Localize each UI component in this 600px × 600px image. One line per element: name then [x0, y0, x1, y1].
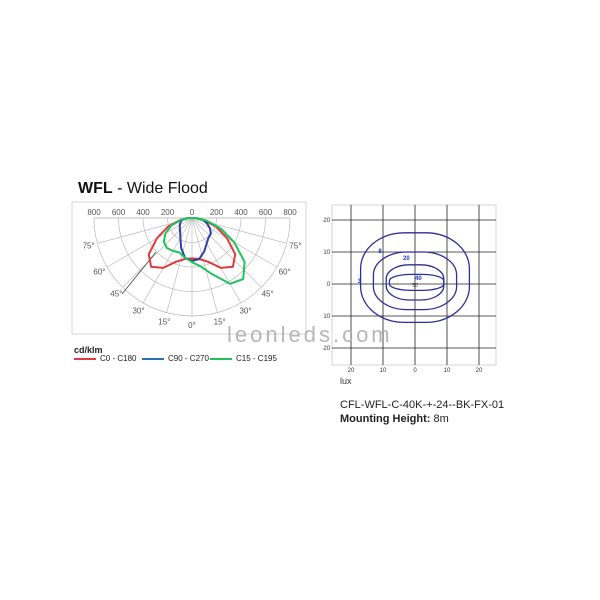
- angle-label: 30°: [239, 307, 251, 316]
- isolux-contour: [372, 251, 458, 311]
- contour-label: 40: [415, 276, 422, 282]
- legend-item-c90: C90 - C270: [142, 354, 209, 363]
- plot-frame: [331, 204, 497, 366]
- y-tick-label: 10: [323, 250, 330, 256]
- angle-label: 60°: [93, 268, 105, 277]
- angle-gridline: [191, 217, 218, 313]
- title-text: - Wide Flood: [112, 180, 208, 197]
- angle-gridline: [191, 217, 262, 288]
- angle-label: 0°: [188, 321, 196, 330]
- isolux-contour: [388, 273, 445, 292]
- center-value: 50: [412, 283, 418, 289]
- angle-label: 75°: [289, 242, 301, 251]
- angle-label: 45°: [110, 290, 122, 299]
- x-tick-label: 20: [348, 368, 355, 374]
- angle-label: 45°: [262, 290, 274, 299]
- angle-label: 15°: [158, 317, 170, 326]
- series-curve: [162, 217, 246, 285]
- angle-gridline: [191, 217, 242, 304]
- isolux-unit: lux: [340, 376, 352, 386]
- angle-label: 30°: [132, 307, 144, 316]
- radial-tick-label: 400: [136, 208, 150, 217]
- radial-tick-label: 800: [87, 208, 101, 217]
- radial-tick-label: 600: [259, 208, 273, 217]
- contour-label: 20: [403, 256, 410, 262]
- model-code: CFL-WFL-C-40K-+-24--BK-FX-01: [340, 399, 505, 411]
- radial-tick-label: 600: [112, 208, 126, 217]
- legend-item-c15: C15 - C195: [210, 354, 277, 363]
- y-tick-label: 20: [323, 218, 330, 224]
- watermark: leonleds.com: [227, 322, 393, 347]
- legend-label: C15 - C195: [236, 354, 277, 363]
- contour-label: 3: [358, 279, 362, 285]
- radial-tick-label: 200: [161, 208, 175, 217]
- radial-tick-label: 400: [234, 208, 248, 217]
- isolux-contour: [359, 232, 471, 324]
- plot-frame: [71, 201, 307, 335]
- contour-label: 8: [378, 249, 382, 255]
- y-tick-label: 20: [323, 346, 330, 352]
- x-tick-label: 20: [476, 368, 483, 374]
- legend-item-c0: C0 - C180: [74, 354, 136, 363]
- title-code: WFL: [78, 180, 113, 197]
- x-tick-label: 10: [380, 368, 387, 374]
- legend-swatch: [142, 357, 164, 360]
- angle-gridline: [142, 217, 193, 304]
- mounting-height: Mounting Height: 8m: [340, 413, 449, 425]
- x-tick-label: 10: [444, 368, 451, 374]
- legend-swatch: [210, 357, 232, 360]
- mounting-label: Mounting Height:: [340, 413, 431, 425]
- legend-label: C90 - C270: [168, 354, 209, 363]
- radial-tick-label: 800: [283, 208, 297, 217]
- y-tick-label: 10: [323, 314, 330, 320]
- chart-title: WFL - Wide Flood: [78, 180, 208, 198]
- x-tick-label: 0: [413, 368, 417, 374]
- angle-gridline: [106, 217, 193, 268]
- radial-tick-label: 200: [210, 208, 224, 217]
- legend-swatch: [74, 357, 96, 360]
- legend-label: C0 - C180: [100, 354, 137, 363]
- angle-label: 75°: [83, 242, 95, 251]
- radial-tick-label: 0: [190, 208, 195, 217]
- mounting-value: 8m: [430, 413, 449, 425]
- legend-unit: cd/klm: [74, 345, 103, 355]
- y-tick-label: 0: [327, 282, 331, 288]
- angle-gridline: [166, 217, 193, 313]
- angle-label: 15°: [214, 317, 226, 326]
- angle-label: 60°: [279, 268, 291, 277]
